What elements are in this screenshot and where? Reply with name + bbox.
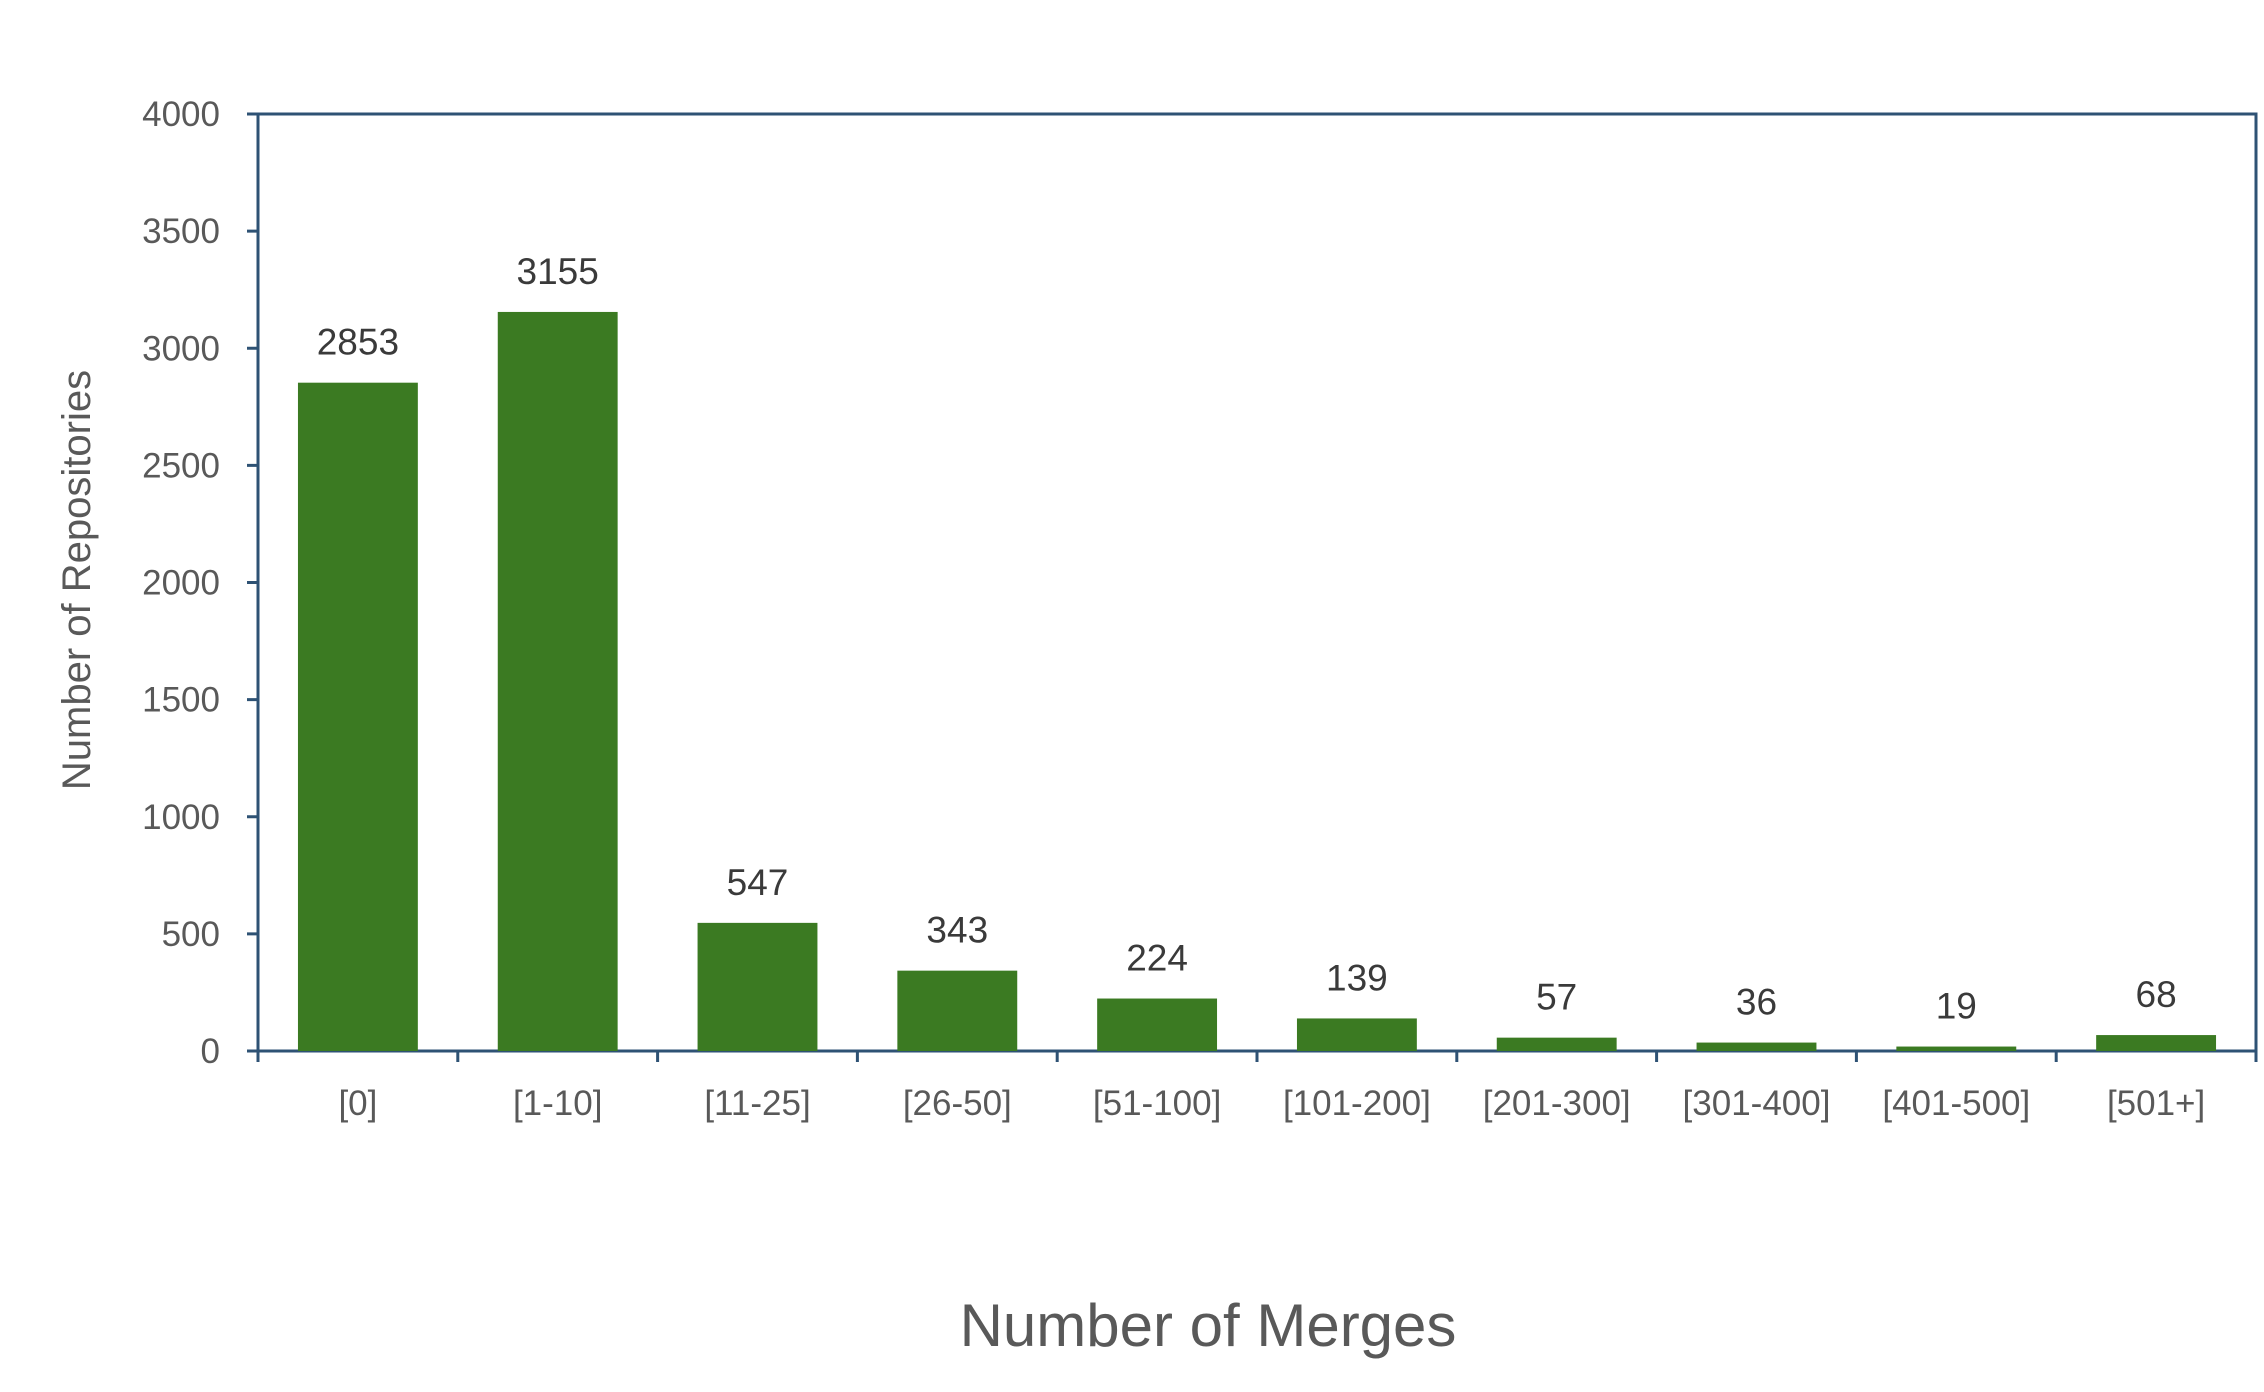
y-tick-label: 2500 bbox=[142, 446, 220, 485]
y-tick-label: 1500 bbox=[142, 681, 220, 720]
y-tick-label: 3000 bbox=[142, 329, 220, 368]
value-labels: 2853 3155 547 343 224 139 57 36 19 68 bbox=[317, 251, 2177, 1027]
bar bbox=[1296, 1018, 1417, 1051]
bar bbox=[2096, 1035, 2217, 1051]
x-tick-label: [401-500] bbox=[1882, 1084, 2030, 1123]
x-tick-label: [11-25] bbox=[704, 1084, 810, 1123]
x-tick-label: [0] bbox=[338, 1084, 377, 1123]
x-tick-labels: [0] [1-10] [11-25] [26-50] [51-100] [101-200]… bbox=[338, 1084, 2205, 1123]
bar bbox=[1496, 1037, 1617, 1051]
bar bbox=[1896, 1046, 2017, 1051]
x-tick-label: [501+] bbox=[2107, 1084, 2205, 1123]
bar-value-label: 36 bbox=[1736, 982, 1777, 1023]
x-axis-title: Number of Merges bbox=[960, 1292, 1457, 1359]
y-tick-label: 3500 bbox=[142, 212, 220, 251]
x-tick-label: [301-400] bbox=[1683, 1084, 1831, 1123]
y-axis-title: Number of Repositories bbox=[55, 370, 99, 790]
y-tick-label: 0 bbox=[201, 1032, 220, 1071]
bar bbox=[297, 382, 418, 1051]
y-tick-label: 1000 bbox=[142, 798, 220, 837]
bar-value-label: 547 bbox=[727, 862, 789, 903]
y-tick-labels: 0 500 1000 1500 2000 2500 3000 3500 4000 bbox=[142, 95, 220, 1071]
bar-value-label: 139 bbox=[1326, 957, 1388, 998]
x-tick-label: [101-200] bbox=[1283, 1084, 1431, 1123]
x-tick-label: [51-100] bbox=[1093, 1084, 1221, 1123]
bar-value-label: 57 bbox=[1536, 977, 1577, 1018]
bar bbox=[1696, 1042, 1817, 1051]
bar-value-label: 2853 bbox=[317, 322, 399, 363]
bar-value-label: 19 bbox=[1936, 986, 1977, 1027]
x-axis-ticks bbox=[256, 1051, 2258, 1062]
bar bbox=[497, 311, 618, 1051]
y-tick-label: 500 bbox=[162, 915, 220, 954]
y-tick-label: 4000 bbox=[142, 95, 220, 134]
bar-value-label: 3155 bbox=[517, 251, 599, 292]
x-tick-label: [1-10] bbox=[513, 1084, 603, 1123]
bar-value-label: 343 bbox=[926, 910, 988, 951]
bars bbox=[297, 311, 2217, 1051]
x-tick-label: [26-50] bbox=[903, 1084, 1012, 1123]
y-axis-ticks bbox=[247, 112, 258, 1053]
x-tick-label: [201-300] bbox=[1483, 1084, 1631, 1123]
y-tick-label: 2000 bbox=[142, 564, 220, 603]
bar-value-label: 224 bbox=[1126, 938, 1188, 979]
bar bbox=[1097, 998, 1218, 1051]
bar bbox=[897, 970, 1018, 1051]
bar bbox=[697, 922, 818, 1051]
bar-value-label: 68 bbox=[2136, 974, 2177, 1015]
